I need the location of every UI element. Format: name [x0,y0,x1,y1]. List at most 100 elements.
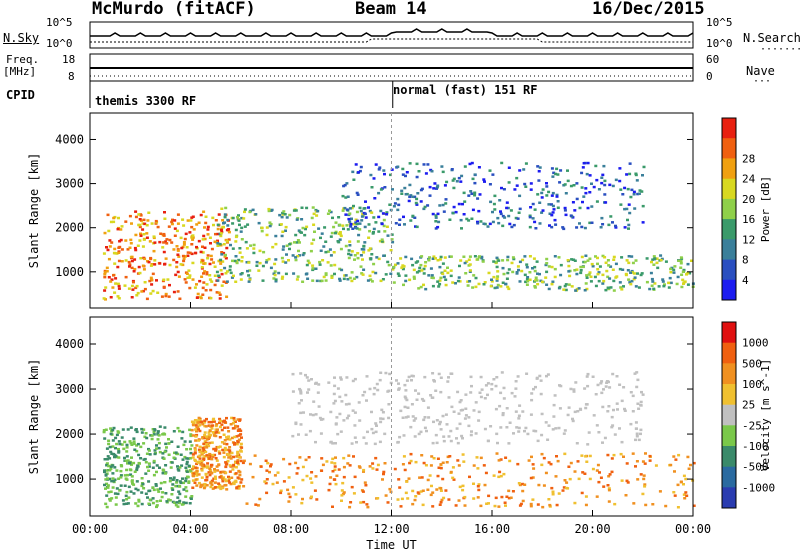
data-cell [626,187,630,191]
data-cell [141,222,145,225]
data-cell [151,272,155,276]
data-cell [559,263,563,267]
data-cell [420,476,424,479]
data-cell [523,273,527,277]
data-cell [239,230,243,233]
data-cell [118,442,122,446]
data-cell [447,498,451,501]
data-cell [507,442,511,445]
data-cell [585,460,589,463]
data-cell [399,409,403,413]
data-cell [548,503,552,507]
data-cell [201,238,205,241]
data-cell [182,501,186,504]
data-cell [161,452,165,455]
data-cell [449,372,453,375]
data-cell [310,378,313,381]
data-cell [517,417,521,420]
data-cell [497,459,501,462]
data-cell [363,481,367,484]
data-cell [431,505,435,508]
data-cell [217,291,221,294]
data-cell [216,469,220,472]
data-cell [284,229,287,232]
data-cell [341,224,345,227]
data-cell [122,502,126,506]
data-cell [118,240,122,243]
data-cell [220,251,224,254]
data-cell [571,201,575,204]
data-cell [178,480,182,483]
data-cell [599,476,603,479]
data-cell [207,471,211,474]
data-cell [390,233,394,236]
data-cell [382,470,386,474]
data-cell [536,165,540,168]
data-cell [530,392,534,395]
data-cell [172,476,176,479]
data-cell [563,429,567,432]
data-cell [500,495,504,499]
data-cell [661,278,665,281]
data-cell [227,479,231,482]
data-cell [342,184,346,188]
data-cell [155,505,158,509]
data-cell [308,429,312,433]
data-cell [107,442,111,446]
data-cell [181,254,185,258]
data-cell [188,274,192,277]
data-cell [228,464,232,467]
data-cell [531,202,535,206]
data-cell [298,230,302,234]
data-cell [111,472,115,475]
data-cell [129,468,133,472]
data-cell [564,486,568,490]
noise-sky-label: N.Sky [3,31,40,45]
data-cell [329,410,333,414]
data-cell [544,421,548,424]
data-cell [581,200,584,204]
data-cell [360,219,364,222]
data-cell [540,433,544,437]
data-cell [301,465,305,469]
data-cell [192,465,195,468]
data-cell [324,240,328,243]
data-cell [487,494,491,498]
data-cell [610,415,614,419]
data-cell [551,204,555,208]
data-cell [223,446,227,450]
nave-top-tick: 60 [706,53,720,66]
data-cell [510,225,514,229]
beam-title: Beam 14 [355,0,427,19]
data-cell [634,438,637,442]
data-cell [252,243,256,247]
data-cell [533,269,537,273]
data-cell [497,259,501,262]
data-cell [359,265,363,268]
data-cell [238,428,242,431]
data-cell [233,426,237,430]
data-cell [176,270,180,274]
data-cell [566,169,569,172]
data-cell [588,221,592,225]
data-cell [685,273,688,276]
data-cell [340,268,344,272]
data-cell [126,473,129,477]
data-cell [446,266,449,269]
data-cell [156,438,160,441]
data-cell [435,488,439,491]
data-cell [402,215,405,219]
data-cell [524,280,528,284]
data-cell [331,457,335,461]
data-cell [111,428,115,432]
data-cell [532,387,535,391]
data-cell [245,247,249,250]
data-cell [480,388,484,391]
data-cell [473,181,477,185]
data-cell [540,280,544,284]
data-cell [349,253,353,257]
data-cell [441,170,445,174]
data-cell [163,211,166,214]
data-cell [395,379,398,382]
data-cell [503,216,507,219]
